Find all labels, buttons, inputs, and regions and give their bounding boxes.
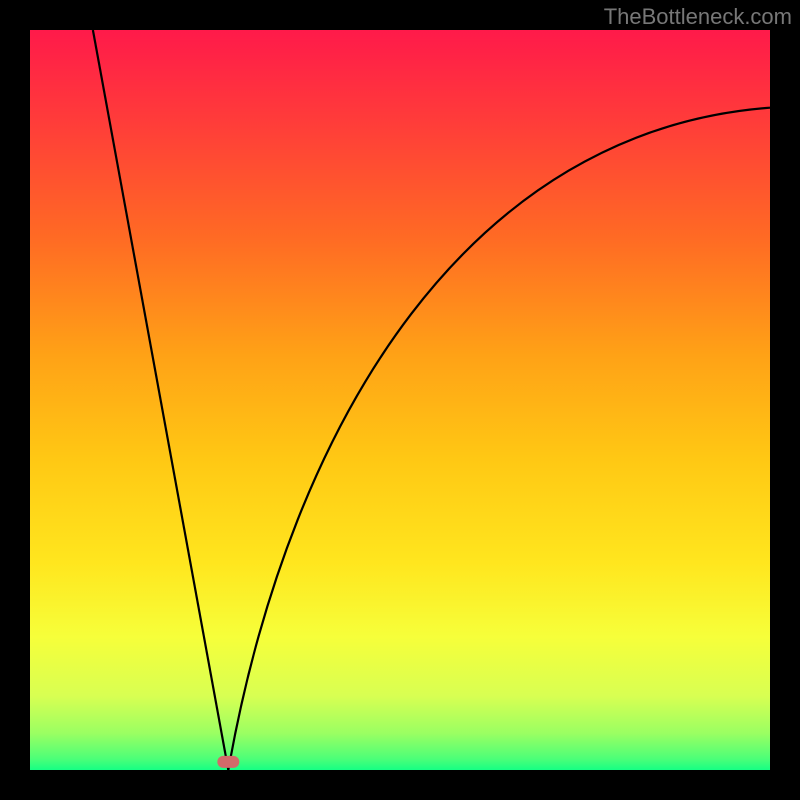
chart-svg — [0, 0, 800, 800]
plot-gradient-background — [30, 30, 770, 770]
watermark-text: TheBottleneck.com — [604, 4, 792, 30]
chart-container: TheBottleneck.com — [0, 0, 800, 800]
bottleneck-marker — [217, 756, 239, 768]
